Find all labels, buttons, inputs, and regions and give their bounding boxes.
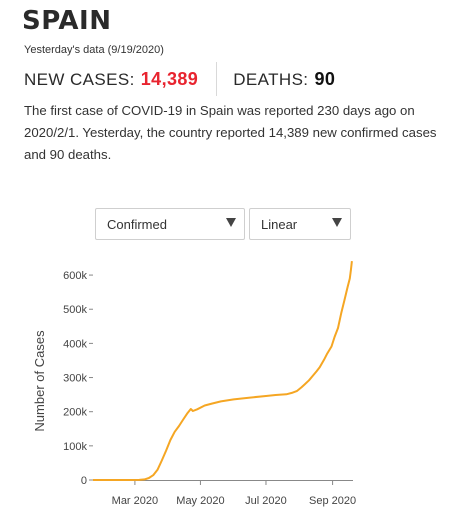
x-tick-label: May 2020 xyxy=(176,495,224,507)
deaths-value: 90 xyxy=(314,68,336,89)
y-tick-label: 100k xyxy=(63,441,87,453)
y-tick-label: 200k xyxy=(63,407,87,419)
y-tick-label: 400k xyxy=(63,338,87,350)
x-tick-label: Jul 2020 xyxy=(245,495,287,507)
chevron-down-icon xyxy=(332,218,342,227)
y-axis-title: Number of Cases xyxy=(32,330,47,432)
scale-dropdown-value: Linear xyxy=(261,216,298,232)
summary-text: The first case of COVID-19 in Spain was … xyxy=(24,103,437,162)
new-cases-label: NEW CASES: xyxy=(24,69,135,89)
stats-divider xyxy=(216,62,218,96)
deaths-label: DEATHS: xyxy=(233,69,309,89)
measure-dropdown[interactable]: Confirmed xyxy=(95,208,245,240)
scale-dropdown[interactable]: Linear xyxy=(249,208,351,240)
deaths-stat: DEATHS: 90 xyxy=(233,69,335,90)
y-tick-label: 600k xyxy=(63,270,87,282)
y-axis-ticks: 0 100k 200k 300k 400k 500k 600k xyxy=(63,270,93,487)
measure-dropdown-value: Confirmed xyxy=(107,216,167,232)
y-tick-label: 300k xyxy=(63,373,87,385)
x-tick-label: Mar 2020 xyxy=(112,495,158,507)
new-cases-stat: NEW CASES: 14,389 xyxy=(24,69,198,90)
chevron-down-icon xyxy=(226,218,236,227)
new-cases-value: 14,389 xyxy=(140,68,199,89)
y-tick-label: 0 xyxy=(81,475,87,487)
data-date: Yesterday's data (9/19/2020) xyxy=(24,44,164,56)
y-tick-label: 500k xyxy=(63,304,87,316)
x-tick-label: Sep 2020 xyxy=(309,495,356,507)
x-axis-ticks: Mar 2020 May 2020 Jul 2020 Sep 2020 xyxy=(112,480,356,507)
series-line-confirmed xyxy=(93,260,353,481)
stats-row: NEW CASES: 14,389 DEATHS: 90 xyxy=(24,62,335,96)
country-title: SPAIN xyxy=(22,6,112,36)
